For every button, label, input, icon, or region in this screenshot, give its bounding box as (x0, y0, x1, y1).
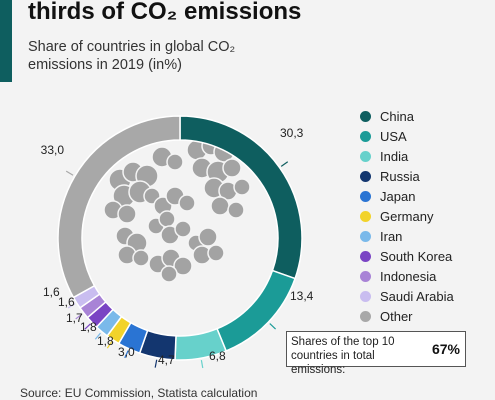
legend-item-india: India (360, 146, 454, 166)
legend-item-germany: Germany (360, 206, 454, 226)
legend-item-japan: Japan (360, 186, 454, 206)
slice-other (57, 115, 181, 299)
slice-usa (216, 269, 297, 352)
legend-item-indonesia: Indonesia (360, 266, 454, 286)
leader-india (200, 360, 204, 369)
legend-item-saudi-arabia: Saudi Arabia (360, 286, 454, 306)
legend-swatch-other (360, 310, 371, 322)
legend-item-south-korea: South Korea (360, 246, 454, 266)
chart-title: thirds of CO₂ emissions (28, 0, 302, 25)
value-label-saudi-arabia: 1,6 (43, 285, 60, 299)
legend-item-china: China (360, 106, 454, 126)
smoke-clouds-icon (103, 136, 251, 283)
legend-label-china: China (380, 108, 414, 124)
value-label-russia: 4,7 (158, 353, 175, 367)
legend-label-indonesia: Indonesia (380, 268, 437, 284)
leader-usa (269, 323, 277, 330)
legend-swatch-russia (360, 170, 371, 182)
label-leaders (65, 161, 289, 369)
value-label-germany: 1,8 (97, 334, 114, 348)
value-labels: 30,313,46,84,73,01,81,81,71,61,633,0 (41, 126, 314, 367)
leader-japan (124, 350, 129, 359)
legend-label-iran: Iran (380, 228, 403, 244)
leader-russia (154, 359, 158, 368)
legend-label-india: India (380, 148, 409, 164)
value-label-south-korea: 1,7 (66, 311, 83, 325)
legend-item-iran: Iran (360, 226, 454, 246)
donut-slices (57, 115, 303, 361)
summary-box: Shares of the top 10 countries in total … (286, 331, 466, 376)
chart-subtitle: Share of countries in global CO₂ emissio… (28, 39, 236, 73)
leader-saudi-arabia (67, 303, 76, 309)
leader-other (65, 170, 74, 176)
legend-swatch-japan (360, 190, 371, 202)
legend-swatch-india (360, 150, 371, 162)
legend-item-usa: USA (360, 126, 454, 146)
legend-item-other: Other (360, 306, 454, 326)
value-label-japan: 3,0 (118, 345, 135, 359)
accent-bar (0, 0, 12, 82)
leader-indonesia (75, 313, 83, 320)
legend-label-japan: Japan (380, 188, 416, 204)
value-label-china: 30,3 (280, 126, 304, 140)
value-label-indonesia: 1,6 (58, 295, 75, 309)
legend-swatch-china (360, 110, 371, 122)
leader-germany (106, 341, 113, 349)
legend-label-usa: USA (380, 128, 407, 144)
leader-china (280, 161, 289, 167)
value-label-other: 33,0 (41, 143, 65, 157)
legend-swatch-saudi-arabia (360, 290, 371, 302)
legend-swatch-south-korea (360, 250, 371, 262)
legend-label-other: Other (380, 308, 413, 324)
legend-swatch-usa (360, 130, 371, 142)
summary-value: 67% (431, 341, 460, 357)
legend-label-saudi-arabia: Saudi Arabia (380, 288, 454, 304)
legend-swatch-germany (360, 210, 371, 222)
leader-iran (94, 332, 101, 340)
source-note: Source: EU Commission, Statista calculat… (20, 386, 258, 400)
legend-label-germany: Germany (380, 208, 434, 224)
legend-swatch-indonesia (360, 270, 371, 282)
summary-text: Shares of the top 10 countries in total … (291, 336, 395, 376)
legend-label-russia: Russia (380, 168, 420, 184)
value-label-india: 6,8 (209, 349, 226, 363)
legend-item-russia: Russia (360, 166, 454, 186)
legend-swatch-iran (360, 230, 371, 242)
leader-south-korea (84, 323, 91, 330)
legend-label-south-korea: South Korea (380, 248, 453, 264)
legend: China USA India Russia Japan Germany Iran South… (360, 106, 454, 326)
value-label-iran: 1,8 (80, 320, 97, 334)
value-label-usa: 13,4 (290, 289, 314, 303)
